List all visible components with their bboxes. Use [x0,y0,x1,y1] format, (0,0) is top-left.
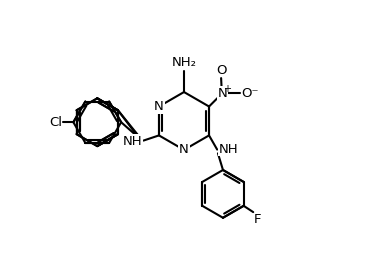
Text: O⁻: O⁻ [241,87,259,100]
Text: N: N [154,100,164,113]
Text: N: N [179,143,189,156]
Text: NH: NH [219,143,238,155]
Text: +: + [223,84,231,94]
Text: NH: NH [123,135,142,148]
Text: N: N [217,87,227,100]
Text: NH₂: NH₂ [171,56,197,69]
Text: Cl: Cl [49,116,62,129]
Text: O: O [216,64,226,77]
Text: F: F [254,213,262,226]
